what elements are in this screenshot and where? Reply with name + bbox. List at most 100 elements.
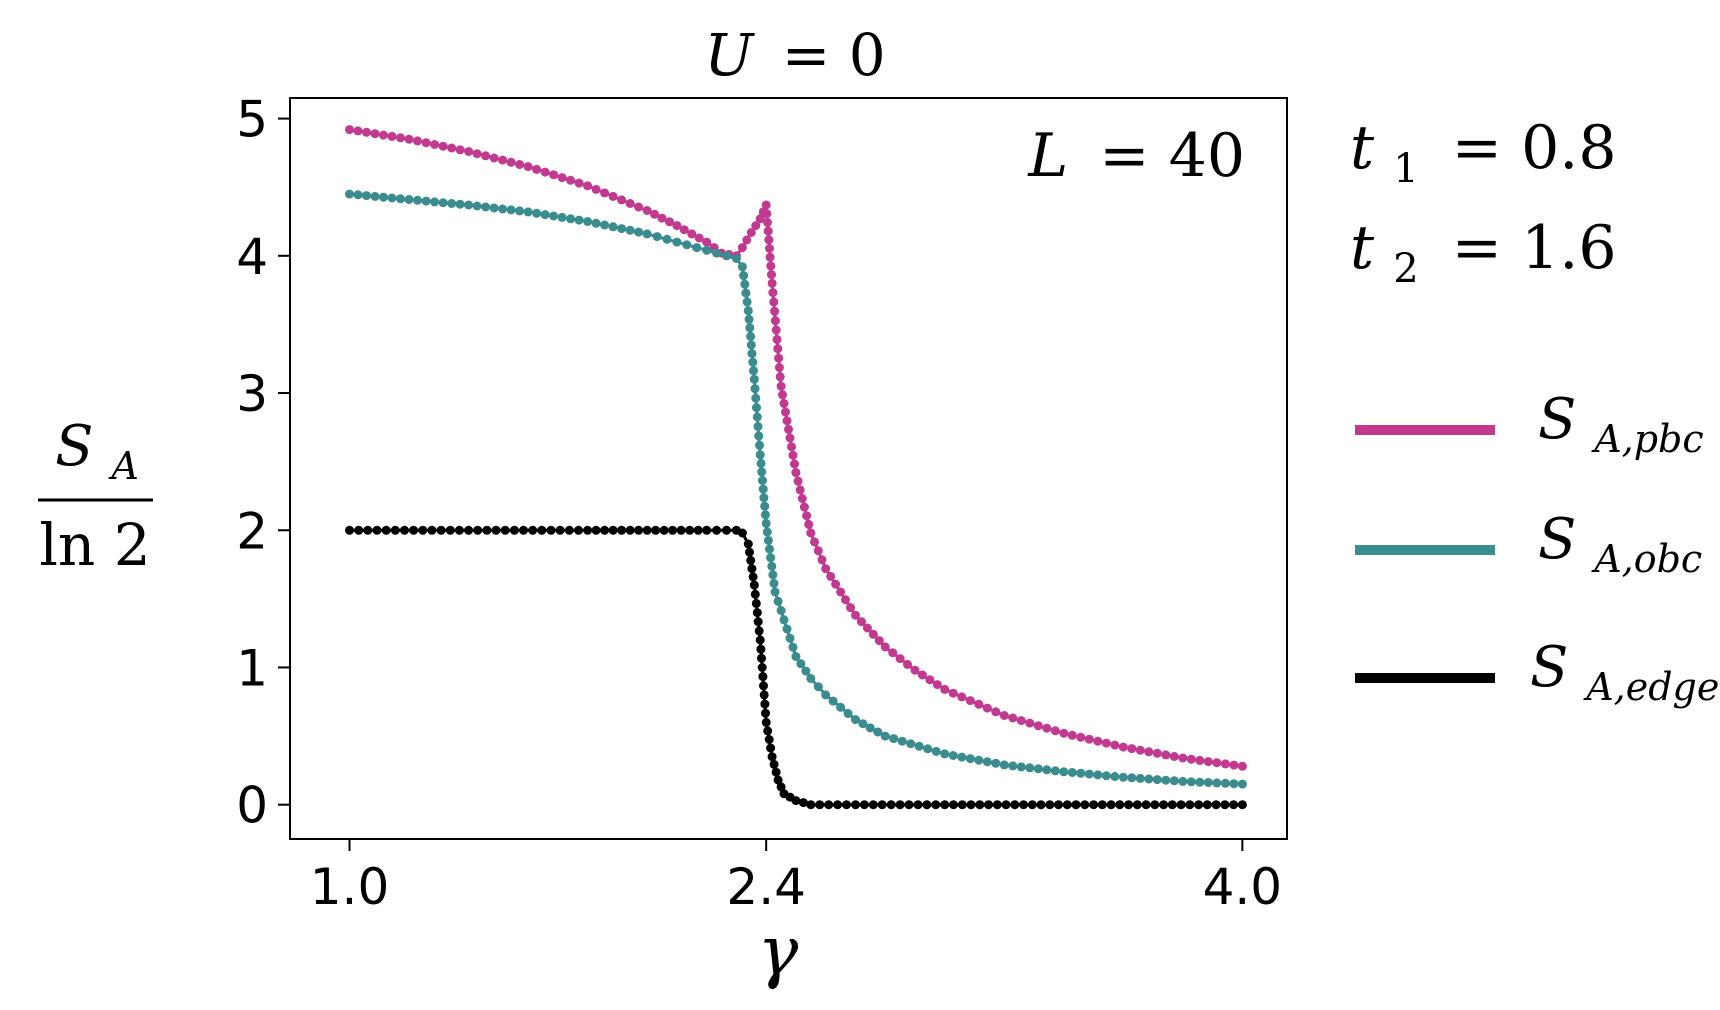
data-point	[436, 525, 446, 535]
data-point	[948, 751, 958, 760]
data-point	[842, 800, 851, 810]
data-point	[788, 450, 798, 460]
data-point	[379, 192, 388, 202]
data-point	[409, 525, 419, 535]
data-point	[387, 193, 397, 203]
data-point	[744, 314, 754, 324]
data-point	[1110, 772, 1120, 781]
data-point	[858, 719, 868, 729]
data-point	[804, 519, 814, 529]
x-tick-label: 1.0	[310, 858, 390, 916]
data-point	[737, 262, 747, 272]
data-point	[634, 227, 644, 237]
data-point	[1059, 728, 1069, 738]
data-point	[745, 547, 754, 557]
data-point	[1178, 753, 1188, 763]
data-point	[974, 755, 984, 765]
data-point	[750, 384, 760, 394]
data-point	[1237, 761, 1247, 771]
data-point	[557, 173, 567, 183]
data-point	[1167, 800, 1177, 810]
data-point	[672, 221, 682, 231]
data-point	[965, 754, 975, 764]
data-point	[880, 642, 890, 652]
param-t2: t 2 = 1.6	[1350, 213, 1617, 297]
data-point	[755, 450, 765, 460]
data-point	[390, 525, 400, 535]
data-point	[473, 525, 483, 535]
data-point	[1016, 716, 1026, 726]
data-point	[617, 195, 627, 205]
data-point	[796, 659, 806, 669]
data-point	[427, 525, 437, 535]
data-point	[659, 525, 669, 535]
data-point	[652, 232, 662, 242]
data-point	[464, 200, 474, 210]
data-point	[509, 525, 519, 535]
param-t1-subscript: 1	[1393, 146, 1418, 192]
legend-label-pbc: S A,pbc	[1538, 387, 1704, 461]
data-point	[1054, 800, 1063, 810]
data-point	[756, 458, 766, 468]
data-point	[362, 191, 371, 201]
data-point	[447, 199, 457, 208]
data-point	[400, 525, 409, 535]
data-point	[1093, 770, 1103, 780]
data-point	[746, 331, 756, 341]
plot-frame	[289, 97, 1288, 840]
data-point	[831, 579, 841, 589]
data-point	[868, 800, 878, 810]
param-t1: t 1 = 0.8	[1350, 113, 1617, 197]
data-point	[925, 675, 935, 685]
data-point	[722, 251, 731, 261]
data-point	[445, 525, 455, 535]
data-point	[557, 212, 567, 222]
data-point	[515, 206, 525, 216]
data-point	[1141, 800, 1151, 810]
data-point	[1176, 800, 1186, 810]
data-point	[843, 708, 853, 718]
data-point	[770, 316, 780, 326]
data-point	[455, 199, 465, 209]
data-point	[363, 525, 373, 535]
data-point	[438, 141, 448, 151]
x-axis: 1.0 2.4 4.0	[310, 839, 1282, 916]
data-point	[761, 200, 771, 210]
data-point	[1045, 800, 1055, 810]
data-point	[753, 422, 763, 431]
data-point	[583, 217, 593, 226]
data-point	[991, 707, 1001, 717]
data-point	[778, 390, 787, 400]
legend-obc-main: S	[1538, 507, 1576, 572]
data-point	[574, 525, 583, 535]
data-point	[771, 325, 781, 335]
x-tick-label: 4.0	[1203, 858, 1283, 916]
data-point	[785, 433, 795, 443]
data-point	[913, 800, 923, 810]
data-point	[489, 203, 499, 213]
data-point	[760, 699, 770, 709]
data-point	[769, 578, 779, 588]
data-point	[1161, 750, 1171, 760]
data-point	[404, 134, 414, 144]
legend-edge-main: S	[1530, 635, 1568, 700]
data-point	[746, 555, 756, 565]
data-point	[712, 525, 722, 535]
data-point	[591, 218, 601, 228]
data-point	[472, 149, 482, 159]
data-point	[1124, 800, 1134, 810]
y-tick-label: 1	[236, 639, 268, 697]
y-tick-label: 3	[236, 365, 268, 423]
data-point	[813, 546, 823, 556]
data-point	[940, 749, 950, 759]
data-point	[1127, 773, 1137, 783]
y-label-numerator: S A	[55, 414, 139, 488]
data-point	[999, 760, 1009, 770]
y-axis: 0 1 2 3 4 5	[236, 91, 290, 835]
legend-label-obc: S A,obc	[1538, 507, 1702, 581]
data-point	[906, 739, 916, 749]
data-point	[1050, 726, 1060, 736]
data-point	[782, 624, 792, 634]
data-point	[455, 145, 465, 155]
data-point	[766, 261, 776, 271]
